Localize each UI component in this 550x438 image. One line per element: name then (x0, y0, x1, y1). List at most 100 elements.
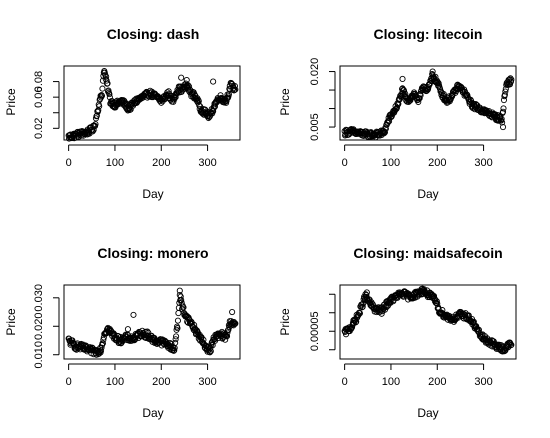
data-point (434, 78, 441, 86)
data-point (217, 92, 224, 99)
data-point (207, 348, 214, 355)
x-tick-label: 100 (106, 157, 124, 169)
data-point (432, 296, 439, 303)
data-point (432, 73, 439, 80)
data-point (508, 341, 515, 348)
data-point (172, 339, 179, 346)
data-point (356, 310, 363, 317)
data-point (406, 98, 413, 105)
data-point (502, 88, 509, 95)
data-point (144, 328, 151, 335)
y-tick-label: 0.02 (33, 118, 45, 139)
data-point (499, 124, 507, 131)
data-point (382, 125, 389, 132)
data-point (223, 333, 231, 340)
data-point (96, 348, 103, 355)
data-point (103, 77, 110, 84)
data-point (92, 121, 99, 128)
data-point (416, 95, 423, 102)
data-point (360, 300, 367, 307)
x-tick-label: 0 (342, 157, 348, 169)
x-tick-label: 200 (152, 376, 170, 388)
data-point (177, 293, 184, 300)
data-point (373, 304, 380, 311)
x-axis-label: Day (142, 406, 163, 420)
data-point (90, 126, 97, 133)
data-point (499, 119, 506, 126)
data-point (415, 98, 422, 106)
x-tick-label: 200 (152, 157, 170, 169)
data-point (103, 73, 110, 80)
x-tick-label: 200 (428, 376, 446, 388)
data-point (411, 89, 418, 96)
data-point (498, 115, 505, 122)
data-point (353, 318, 360, 325)
data-point (98, 344, 105, 351)
data-point (508, 76, 515, 83)
x-axis-label: Day (417, 187, 438, 201)
data-point (196, 102, 203, 109)
data-point (222, 336, 229, 343)
data-point (178, 74, 185, 81)
y-axis-label: Price (278, 88, 292, 116)
y-tick-label: 0.030 (33, 284, 45, 312)
panel-title: Closing: maidsafecoin (353, 245, 502, 261)
data-point (435, 80, 442, 87)
data-point (439, 307, 446, 314)
data-point (173, 333, 180, 340)
y-tick-label: 0.010 (33, 341, 45, 369)
y-tick-label: 0.020 (309, 58, 321, 86)
data-point (195, 98, 202, 105)
data-point (398, 94, 405, 101)
y-axis-label: Price (4, 308, 18, 336)
data-point (419, 285, 426, 292)
data-point (363, 289, 370, 296)
x-tick-label: 300 (198, 157, 216, 169)
data-point (172, 94, 179, 101)
panel-title: Closing: dash (107, 26, 200, 42)
data-point (99, 85, 106, 92)
data-point (104, 80, 111, 87)
x-tick-label: 300 (198, 376, 216, 388)
data-point (210, 78, 217, 85)
data-point (164, 89, 171, 96)
x-tick-label: 0 (342, 376, 348, 388)
plot-frame (63, 65, 241, 141)
x-tick-label: 100 (382, 157, 400, 169)
data-point (96, 103, 103, 110)
panel-dash: Closing: dash Day Price 0 100 200 300 0.02 0.… (4, 26, 241, 201)
x-tick-label: 200 (428, 157, 446, 169)
data-point (98, 92, 106, 99)
data-point (99, 340, 106, 347)
panel-litecoin: Closing: litecoin Day Price 0 100 200 300 0.… (278, 26, 517, 201)
x-axis-label: Day (417, 406, 438, 420)
data-point (105, 87, 112, 94)
y-tick-label: 0.08 (33, 71, 45, 92)
data-point (359, 303, 366, 310)
data-point (124, 326, 131, 333)
data-point (393, 104, 401, 111)
data-point (93, 112, 100, 119)
data-point (501, 91, 508, 98)
data-point (106, 91, 113, 98)
data-point (229, 308, 236, 316)
data-point (433, 298, 440, 305)
data-point (369, 301, 376, 308)
data-point (178, 296, 185, 304)
y-tick-label: 0.020 (33, 313, 45, 341)
data-point (175, 310, 182, 317)
x-tick-label: 0 (66, 376, 72, 388)
data-point (231, 87, 238, 94)
y-tick-label: 0.005 (309, 113, 321, 141)
data-point (206, 349, 213, 356)
panel-title: Closing: monero (97, 245, 208, 261)
data-point (183, 76, 190, 84)
x-tick-label: 0 (66, 157, 72, 169)
y-axis-label: Price (278, 308, 292, 336)
data-point (231, 82, 238, 90)
x-tick-label: 100 (382, 376, 400, 388)
x-tick-label: 300 (474, 157, 492, 169)
data-point (100, 336, 107, 343)
y-axis-label: Price (4, 88, 18, 116)
data-point (507, 75, 514, 82)
